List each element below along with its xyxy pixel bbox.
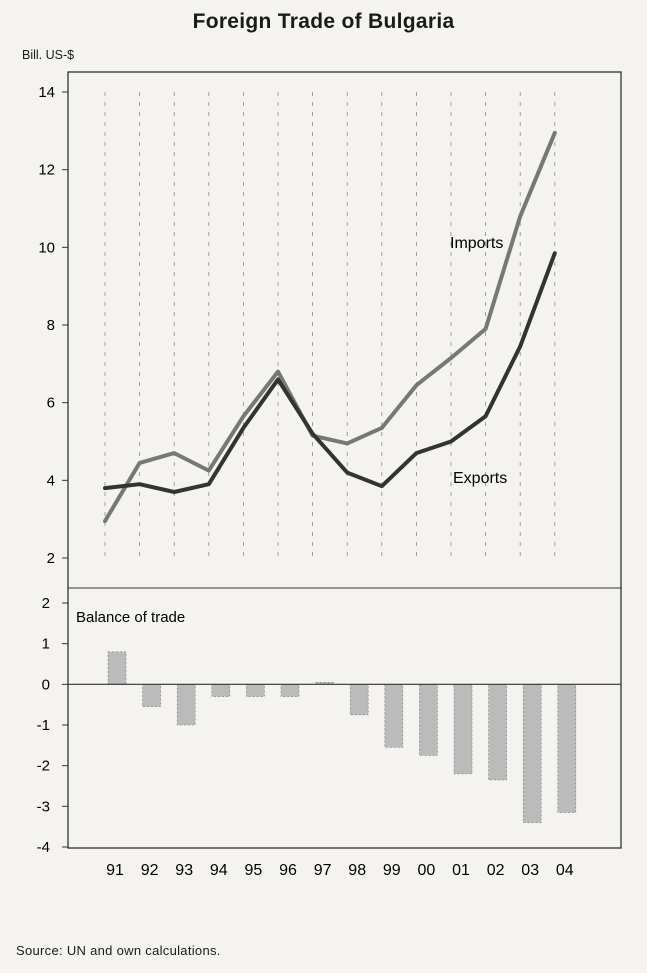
bar-y-tick-label-2: 2 xyxy=(42,595,50,612)
point-imports-01 xyxy=(449,356,453,360)
point-exports-02 xyxy=(484,414,488,418)
bar-y-tick-label-0: 0 xyxy=(42,676,50,693)
point-imports-94 xyxy=(207,469,211,473)
point-exports-93 xyxy=(172,490,176,494)
balance-bar-99 xyxy=(384,684,404,748)
point-imports-00 xyxy=(414,383,418,387)
point-imports-91 xyxy=(103,519,107,523)
x-tick-label-99: 99 xyxy=(383,862,401,879)
point-exports-92 xyxy=(138,482,142,486)
bar-y-tick-label--4: -4 xyxy=(37,839,50,856)
line-y-tick-label-4: 4 xyxy=(47,472,55,489)
x-tick-label-04: 04 xyxy=(556,862,574,879)
series-label-imports: Imports xyxy=(450,235,503,252)
point-imports-99 xyxy=(380,426,384,430)
line-y-tick-label-6: 6 xyxy=(47,395,55,412)
series-label-exports: Exports xyxy=(453,470,507,487)
point-exports-95 xyxy=(241,426,245,430)
x-tick-label-93: 93 xyxy=(175,862,193,879)
x-tick-label-03: 03 xyxy=(521,862,539,879)
point-imports-02 xyxy=(484,327,488,331)
balance-bar-93 xyxy=(176,684,196,726)
line-y-tick-label-8: 8 xyxy=(47,317,55,334)
line-y-tick-label-12: 12 xyxy=(38,162,55,179)
point-exports-01 xyxy=(449,440,453,443)
balance-bar-04 xyxy=(557,684,577,813)
point-imports-95 xyxy=(241,414,245,418)
point-exports-91 xyxy=(103,486,107,490)
bar-y-tick-label--1: -1 xyxy=(37,717,50,734)
x-tick-label-01: 01 xyxy=(452,862,470,879)
x-tick-label-98: 98 xyxy=(348,862,366,879)
x-tick-label-96: 96 xyxy=(279,862,297,879)
x-tick-label-94: 94 xyxy=(210,862,228,879)
balance-panel-title: Balance of trade xyxy=(76,609,185,626)
balance-bar-94 xyxy=(211,684,231,697)
point-imports-03 xyxy=(518,214,522,218)
point-exports-99 xyxy=(380,484,384,488)
source-note: Source: UN and own calculations. xyxy=(16,943,221,958)
x-tick-label-95: 95 xyxy=(245,862,263,879)
point-exports-97 xyxy=(311,432,315,436)
chart-title: Foreign Trade of Bulgaria xyxy=(192,10,455,33)
point-exports-00 xyxy=(414,451,418,455)
line-y-tick-label-2: 2 xyxy=(47,550,55,567)
balance-bar-95 xyxy=(246,684,265,697)
x-tick-label-00: 00 xyxy=(418,862,436,879)
point-exports-03 xyxy=(518,344,522,348)
line-exports xyxy=(103,251,557,494)
point-imports-04 xyxy=(553,131,557,135)
balance-bar-91 xyxy=(107,651,127,685)
x-tick-label-91: 91 xyxy=(106,862,124,879)
line-imports xyxy=(103,130,557,524)
x-tick-label-92: 92 xyxy=(141,862,159,879)
point-exports-94 xyxy=(207,482,211,486)
point-exports-96 xyxy=(276,377,280,381)
balance-bar-01 xyxy=(453,684,473,775)
point-imports-92 xyxy=(138,461,142,465)
bar-y-tick-label-1: 1 xyxy=(42,636,50,653)
y-axis-unit: Bill. US-$ xyxy=(22,48,75,62)
x-tick-label-02: 02 xyxy=(487,862,505,879)
line-y-tick-label-14: 14 xyxy=(38,84,55,101)
point-imports-96 xyxy=(276,370,280,374)
line-y-tick-label-10: 10 xyxy=(38,239,55,256)
balance-bar-03 xyxy=(522,684,542,823)
point-imports-93 xyxy=(172,451,176,455)
point-exports-98 xyxy=(345,471,349,475)
point-imports-98 xyxy=(345,441,349,445)
point-exports-04 xyxy=(553,251,557,255)
bar-y-tick-label--3: -3 xyxy=(37,798,50,815)
x-tick-label-97: 97 xyxy=(314,862,332,879)
balance-bar-92 xyxy=(142,684,161,707)
balance-bar-02 xyxy=(488,684,507,781)
balance-bar-00 xyxy=(419,684,438,756)
bar-y-tick-label--2: -2 xyxy=(37,758,50,775)
balance-bar-96 xyxy=(280,684,300,697)
balance-bar-98 xyxy=(349,684,369,716)
